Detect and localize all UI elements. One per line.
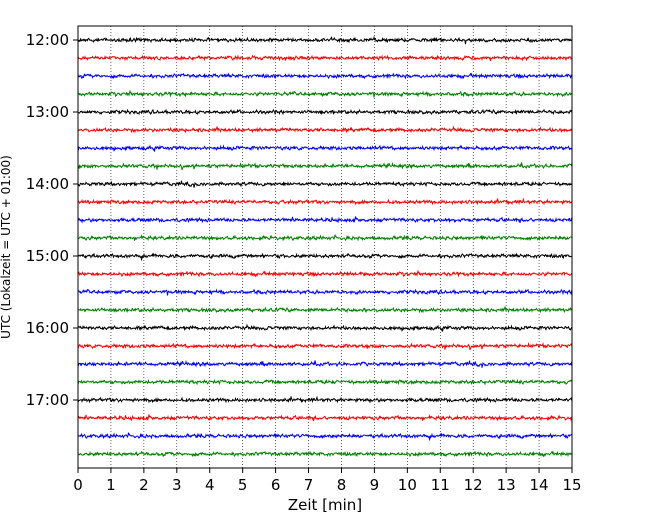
x-tick-label: 8	[337, 476, 347, 494]
seismic-trace	[77, 108, 573, 116]
plot-area	[78, 26, 572, 468]
seismic-trace	[77, 359, 573, 368]
x-tick-label: 13	[497, 476, 516, 494]
seismic-trace	[77, 269, 573, 278]
seismic-trace	[77, 323, 573, 332]
seismic-trace	[77, 450, 573, 458]
x-tick-label: 4	[205, 476, 215, 494]
y-tick-label: 12:00	[26, 31, 69, 49]
seismic-trace	[77, 234, 573, 242]
x-tick-label: 0	[73, 476, 83, 494]
y-tick-label: 14:00	[26, 175, 69, 193]
x-tick-label: 15	[562, 476, 581, 494]
x-tick-label: 10	[398, 476, 417, 494]
y-tick-label: 15:00	[26, 247, 69, 265]
seismic-trace	[77, 288, 573, 296]
x-tick-label: 6	[271, 476, 281, 494]
seismic-trace	[77, 144, 573, 152]
x-tick-label: 3	[172, 476, 182, 494]
x-tick-label: 14	[530, 476, 549, 494]
x-tick-label: 9	[370, 476, 380, 494]
seismic-trace	[77, 432, 573, 442]
y-axis-title: UTC (Lokalzeit = UTC + 01:00)	[0, 155, 13, 339]
x-axis-ticks: 0 1 2 3 4 5 6 7 8 9 10 11 12 13 14 15	[73, 468, 582, 494]
x-axis-title: Zeit [min]	[288, 496, 362, 514]
x-tick-label: 12	[464, 476, 483, 494]
seismic-trace	[77, 216, 573, 224]
seismic-trace	[77, 35, 573, 45]
seismic-trace	[77, 306, 573, 314]
x-tick-label: 1	[106, 476, 116, 494]
plot-frame	[77, 25, 573, 469]
seismic-trace	[77, 54, 573, 62]
x-tick-label: 5	[238, 476, 248, 494]
seismic-trace	[77, 342, 573, 351]
seismic-trace	[77, 414, 573, 422]
seismic-trace	[77, 89, 573, 98]
seismic-trace	[77, 180, 573, 188]
y-tick-label: 13:00	[26, 103, 69, 121]
seismic-trace	[77, 125, 573, 134]
seismic-trace	[77, 161, 573, 171]
seismic-trace	[77, 72, 573, 80]
y-tick-label: 16:00	[26, 319, 69, 337]
x-tick-label: 2	[139, 476, 149, 494]
x-tick-label: 11	[431, 476, 450, 494]
y-tick-label: 17:00	[26, 391, 69, 409]
seismic-traces	[77, 35, 573, 458]
x-tick-label: 7	[304, 476, 314, 494]
seismic-trace	[77, 252, 573, 262]
seismic-trace	[77, 197, 573, 206]
seismic-trace	[77, 395, 573, 404]
seismic-trace	[77, 378, 573, 386]
y-axis-ticks: 12:00 13:00 14:00 15:00 16:00 17:00	[26, 31, 78, 409]
